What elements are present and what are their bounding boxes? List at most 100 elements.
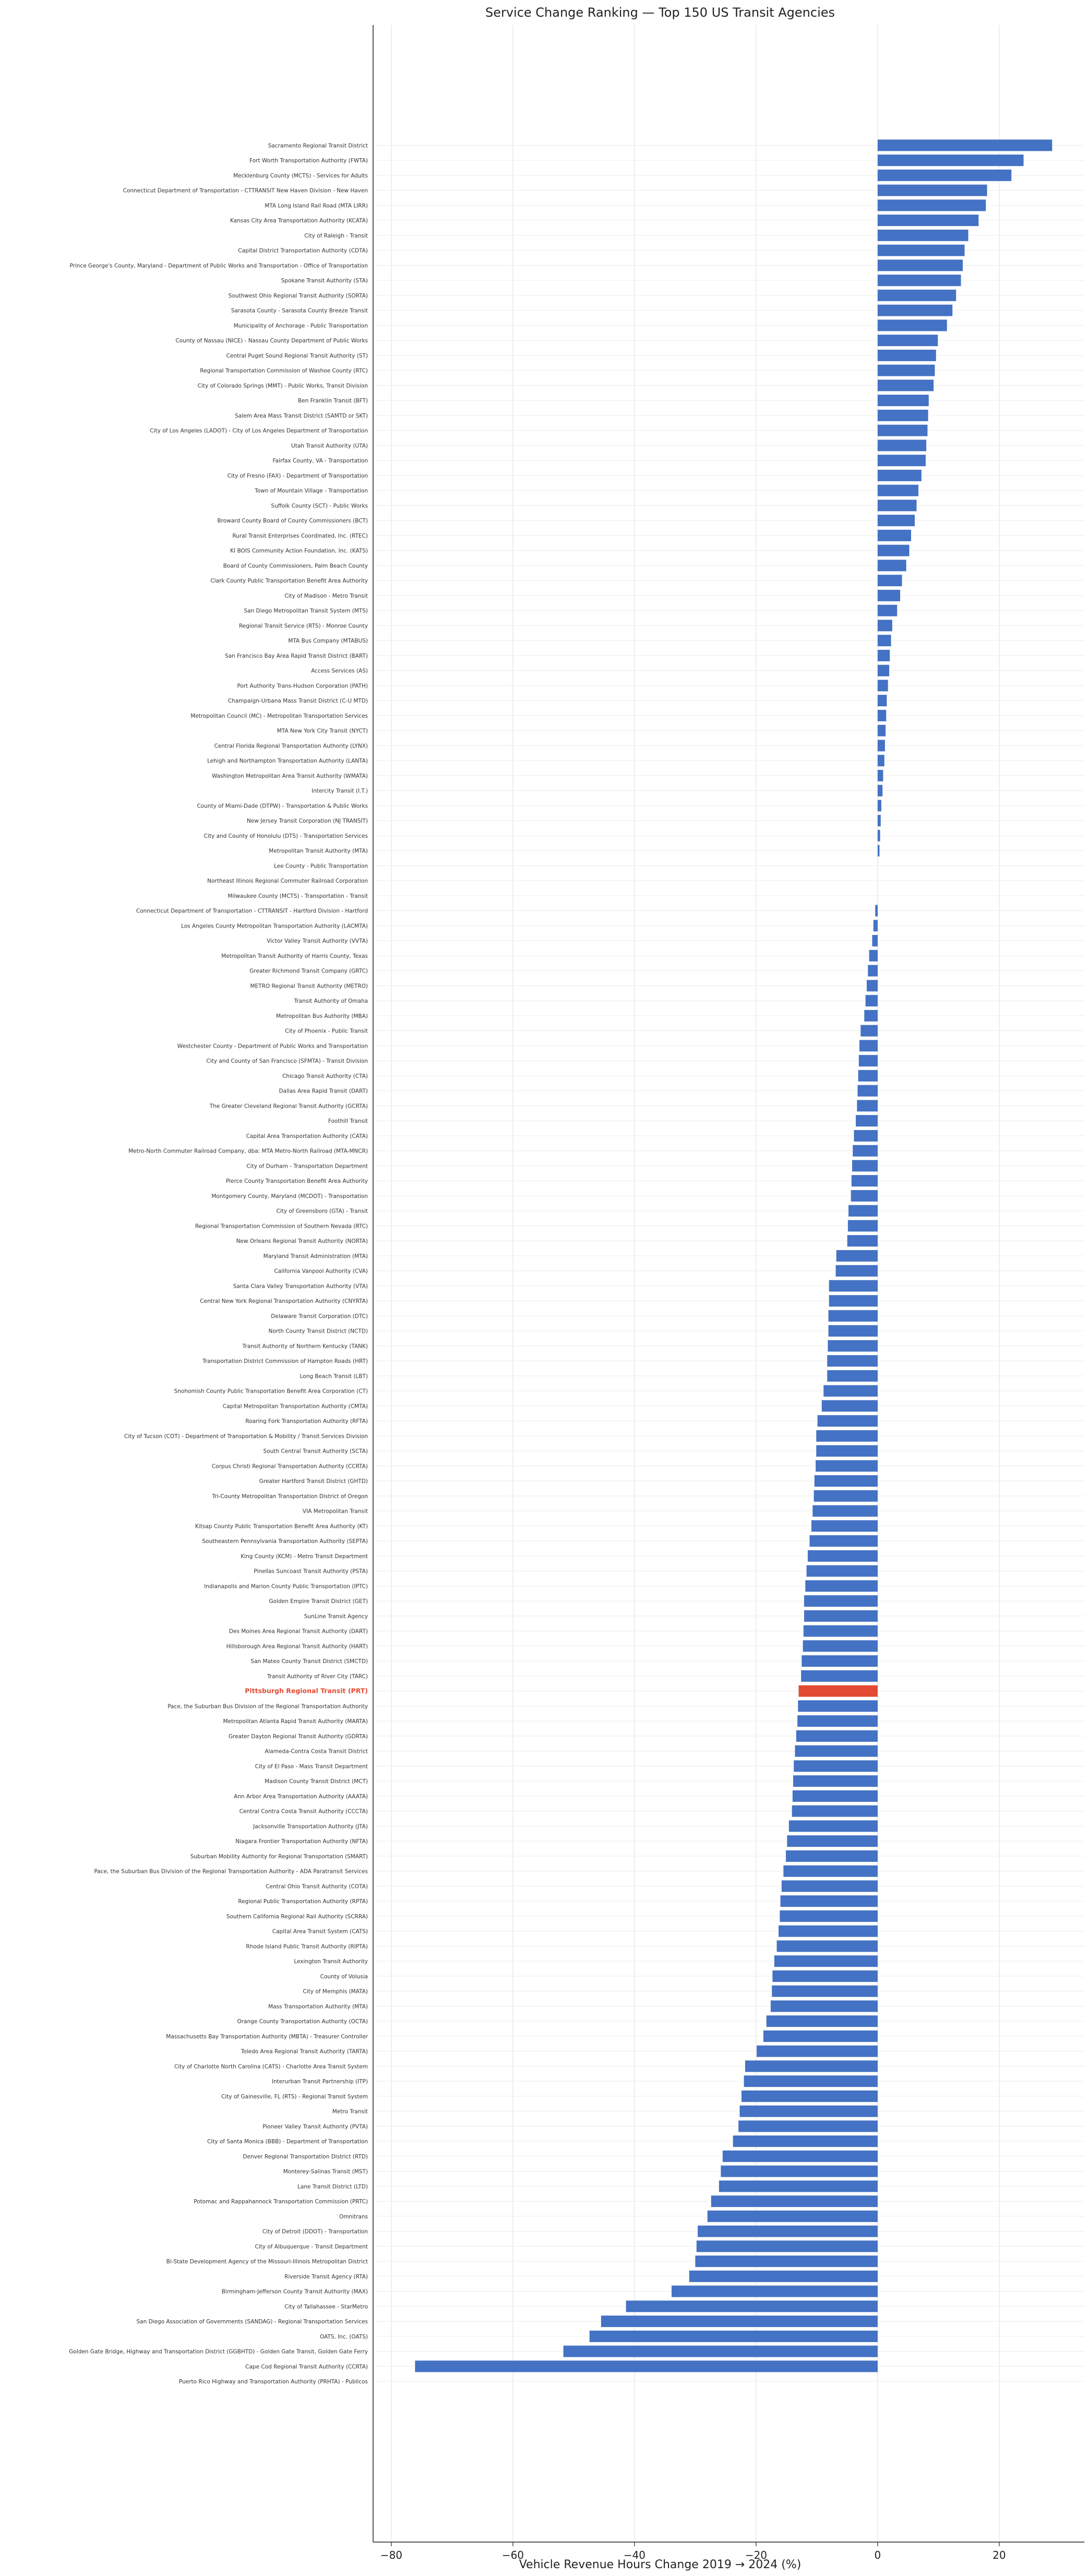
bar <box>865 995 878 1007</box>
category-label: Denver Regional Transportation District … <box>243 2154 368 2160</box>
category-label: Metropolitan Transit Authority of Harris… <box>221 953 368 959</box>
bar <box>877 169 1012 181</box>
category-label: Kitsap County Public Transportation Bene… <box>195 1523 368 1529</box>
bar <box>772 1985 878 1997</box>
bar <box>792 1805 878 1817</box>
bar <box>828 1325 878 1337</box>
category-label: City of Santa Monica (BBB) - Department … <box>207 2139 368 2145</box>
category-label: City of Gainesville, FL (RTS) - Regional… <box>221 2094 368 2100</box>
bar <box>877 244 965 256</box>
category-label: City of Fresno (FAX) - Department of Tra… <box>228 473 368 479</box>
bar <box>719 2180 878 2192</box>
bar <box>877 469 922 481</box>
bar <box>877 604 898 616</box>
category-label: City and County of San Francisco (SFMTA)… <box>206 1058 368 1064</box>
category-label: Niagara Frontier Transportation Authorit… <box>235 1838 368 1845</box>
category-label: Capital Area Transit System (CATS) <box>272 1929 368 1935</box>
category-label: Lexington Transit Authority <box>294 1958 368 1965</box>
bar <box>563 2345 878 2357</box>
category-label: San Francisco Bay Area Rapid Transit Dis… <box>225 653 368 659</box>
bar <box>877 515 915 527</box>
bar <box>744 2075 878 2087</box>
category-label: Suffolk County (SCT) - Public Works <box>271 503 368 509</box>
category-label: Interurban Transit Partnership (ITP) <box>272 2079 368 2085</box>
category-label: SunLine Transit Agency <box>304 1613 368 1620</box>
bar <box>877 199 986 211</box>
bar <box>854 1130 878 1142</box>
bar <box>787 1835 878 1847</box>
bar <box>877 484 918 496</box>
bar <box>797 1715 878 1727</box>
bar <box>877 379 934 391</box>
category-label: Westchester County - Department of Publi… <box>177 1043 368 1049</box>
category-label: Montgomery County, Maryland (MCDOT) - Tr… <box>211 1193 368 1200</box>
bar <box>827 1355 878 1367</box>
category-label: City of Colorado Springs (MMT) - Public … <box>198 383 368 389</box>
category-label: Utah Transit Authority (UTA) <box>291 443 368 449</box>
bar <box>798 1700 878 1712</box>
bar <box>835 1265 878 1277</box>
bar <box>877 304 953 316</box>
bar <box>877 589 901 601</box>
bar <box>877 664 890 676</box>
grid-lines <box>373 25 1084 2542</box>
bar <box>805 1580 878 1592</box>
bar <box>877 364 935 376</box>
category-label: Roaring Fork Transportation Authority (R… <box>245 1418 368 1424</box>
category-label: Connecticut Department of Transportation… <box>123 188 368 194</box>
category-label: Access Services (AS) <box>311 668 368 674</box>
category-label: OATS, Inc. (OATS) <box>320 2334 368 2340</box>
category-label: MTA Long Island Rail Road (MTA LIRR) <box>265 203 368 209</box>
bar <box>739 2105 878 2117</box>
category-label: Corpus Christi Regional Transportation A… <box>212 1463 368 1469</box>
bar <box>848 1205 878 1217</box>
bar <box>877 680 888 692</box>
category-label: Broward County Board of County Commissio… <box>217 518 368 524</box>
bar <box>877 289 957 301</box>
category-label: City of El Paso - Mass Transit Departmen… <box>255 1763 368 1770</box>
category-label: Washington Metropolitan Area Transit Aut… <box>212 773 368 779</box>
category-label: Rural Transit Enterprises Coordinated, I… <box>232 533 368 539</box>
category-label: King County (KCM) - Metro Transit Depart… <box>241 1553 368 1560</box>
category-label: City of Albuquerque - Transit Department <box>255 2243 368 2250</box>
bar <box>803 1640 878 1652</box>
bar <box>877 649 890 661</box>
bar <box>772 1970 878 1982</box>
x-axis-label: Vehicle Revenue Hours Change 2019 → 2024… <box>519 2558 802 2571</box>
bar <box>828 1340 878 1352</box>
category-label: Lane Transit District (LTD) <box>297 2183 368 2190</box>
category-label: New Orleans Regional Transit Authority (… <box>236 1238 368 1244</box>
bar <box>877 755 884 767</box>
category-label: Board of County Commissioners, Palm Beac… <box>223 563 368 569</box>
category-label: Greater Richmond Transit Company (GRTC) <box>249 968 368 975</box>
category-label: Pace, the Suburban Bus Division of the R… <box>94 1869 368 1875</box>
category-label: Jacksonville Transportation Authority (J… <box>253 1823 368 1830</box>
category-label: Puerto Rico Highway and Transportation A… <box>179 2379 368 2385</box>
bar <box>877 440 927 452</box>
category-label: Tri-County Metropolitan Transportation D… <box>212 1493 368 1500</box>
category-label: Indianapolis and Marion County Public Tr… <box>204 1583 368 1589</box>
bar <box>829 1295 878 1307</box>
category-label: Kansas City Area Transportation Authorit… <box>230 218 368 224</box>
bar <box>860 1025 878 1037</box>
category-label: Lehigh and Northampton Transportation Au… <box>207 758 368 764</box>
category-label: Champaign-Urbana Mass Transit District (… <box>228 698 368 704</box>
category-label: Transit Authority of River City (TARC) <box>267 1673 368 1680</box>
category-label: New Jersey Transit Corporation (NJ TRANS… <box>247 818 368 824</box>
bar <box>711 2195 878 2207</box>
bar <box>877 529 911 541</box>
bar <box>811 1520 878 1532</box>
bar <box>877 229 969 241</box>
bar <box>868 965 878 977</box>
category-label: City of Charlotte North Carolina (CATS) … <box>174 2063 368 2070</box>
category-label: Lee County - Public Transportation <box>274 863 368 869</box>
bar <box>817 1415 878 1427</box>
bar <box>721 2165 878 2177</box>
bar <box>851 1175 878 1187</box>
category-label: City of Durham - Transportation Departme… <box>246 1163 368 1169</box>
bar <box>866 980 878 992</box>
category-label: Des Moines Area Regional Transit Authori… <box>229 1629 368 1635</box>
category-label: Transit Authority of Omaha <box>293 998 368 1004</box>
bar <box>816 1460 878 1472</box>
